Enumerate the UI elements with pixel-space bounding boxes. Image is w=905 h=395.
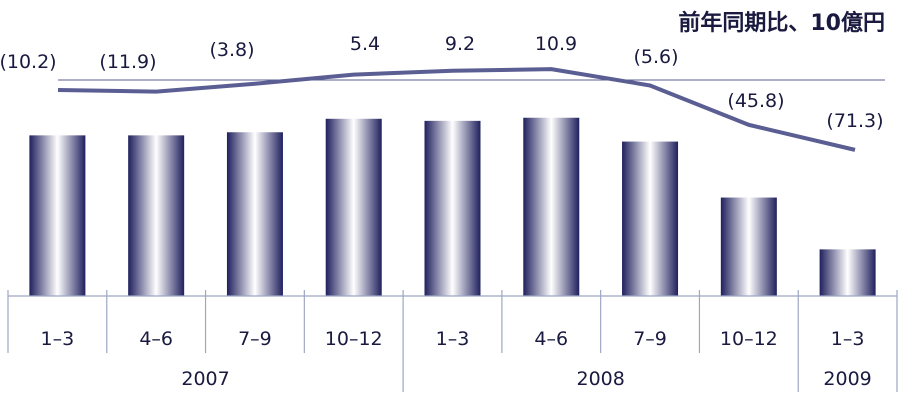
x-tick-label-3: 7–9 bbox=[238, 328, 272, 350]
x-tick-label-4: 10–12 bbox=[325, 328, 383, 350]
bar-2 bbox=[128, 135, 185, 296]
year-label-2008: 2008 bbox=[576, 368, 624, 390]
x-tick-label-9: 1–3 bbox=[831, 328, 865, 350]
bar-9 bbox=[819, 249, 876, 296]
axis-layer: 1–3 4–6 7–9 10–12 1–3 4–6 7–9 10–12 1–3 2007 2008 2… bbox=[7, 290, 898, 392]
x-tick-label-5: 1–3 bbox=[436, 328, 470, 350]
x-tick-label-2: 4–6 bbox=[139, 328, 173, 350]
line-data-label-6: 10.9 bbox=[535, 33, 577, 55]
x-tick-label-7: 7–9 bbox=[633, 328, 667, 350]
bar-1 bbox=[29, 135, 86, 296]
yoy-series-line bbox=[57, 67, 856, 152]
bar-4 bbox=[325, 118, 382, 296]
bar-3 bbox=[226, 132, 283, 296]
line-layer: (10.2) (11.9) (3.8) 5.4 9.2 10.9 (5.6) (45.8) (7… bbox=[0, 33, 885, 152]
x-tick-label-6: 4–6 bbox=[534, 328, 568, 350]
bar-6 bbox=[523, 117, 580, 296]
chart-title: 前年同期比、10億円 bbox=[678, 10, 885, 36]
line-data-label-3: (3.8) bbox=[209, 39, 254, 61]
bar-7 bbox=[622, 141, 679, 296]
line-data-label-5: 9.2 bbox=[445, 33, 475, 55]
year-label-2009: 2009 bbox=[823, 368, 871, 390]
line-data-label-7: (5.6) bbox=[633, 46, 678, 68]
x-tick-label-1: 1–3 bbox=[41, 328, 75, 350]
line-data-label-9: (71.3) bbox=[826, 110, 883, 132]
x-tick-label-8: 10–12 bbox=[720, 328, 778, 350]
bar-5 bbox=[424, 120, 481, 296]
line-data-label-4: 5.4 bbox=[350, 33, 380, 55]
year-label-2007: 2007 bbox=[181, 368, 229, 390]
line-data-label-2: (11.9) bbox=[99, 51, 156, 73]
line-data-label-8: (45.8) bbox=[727, 90, 784, 112]
bar-8 bbox=[720, 197, 777, 296]
bars-layer bbox=[29, 117, 876, 296]
line-data-label-1: (10.2) bbox=[0, 51, 57, 73]
